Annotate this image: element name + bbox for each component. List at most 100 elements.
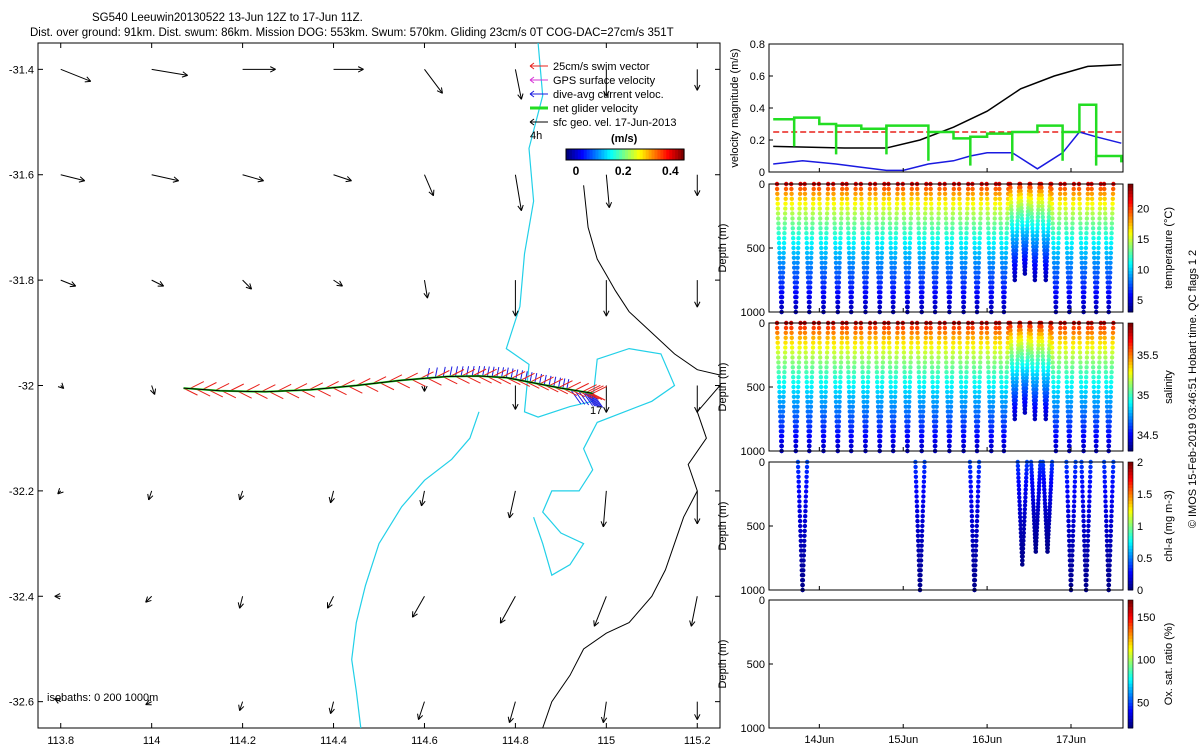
profile-chla — [1028, 459, 1043, 554]
profile-point — [779, 443, 784, 449]
profile-temperature — [789, 181, 803, 315]
section-colorbar-cell — [1128, 468, 1133, 473]
profile-point — [970, 340, 976, 345]
profile-point — [933, 285, 939, 290]
profile-point — [1003, 250, 1009, 256]
profile-point — [1013, 398, 1018, 403]
profile-point — [840, 325, 845, 331]
profile-point — [1042, 487, 1047, 492]
profile-point — [789, 196, 794, 201]
profile-point — [1050, 345, 1055, 350]
profile-point — [1015, 463, 1021, 469]
sfc-geo-vector — [333, 174, 352, 182]
profile-point — [824, 236, 829, 241]
sfc-geo-vector-head — [517, 204, 524, 212]
profile-point — [1063, 196, 1068, 201]
profile-point — [943, 355, 949, 360]
profile-point — [866, 226, 871, 231]
profile-point — [915, 340, 920, 345]
profile-point — [1096, 375, 1102, 380]
profile-point — [800, 582, 805, 588]
profile-point — [1080, 499, 1086, 504]
footer-note: © IMOS 15-Feb-2019 03:46:51 Hobart time.… — [1187, 250, 1199, 528]
profile-point — [1024, 471, 1029, 476]
profile-point — [1103, 494, 1108, 499]
profile-point — [1065, 250, 1070, 256]
profile-point — [1077, 345, 1083, 350]
profile-point — [934, 399, 940, 404]
profile-point — [1002, 285, 1007, 290]
colorbar-cell — [577, 149, 582, 160]
profile-point — [880, 355, 886, 360]
map-ytick-label: -32.6 — [9, 697, 34, 709]
profile-point — [810, 226, 815, 231]
profile-point — [921, 494, 926, 499]
profile-point — [1071, 518, 1076, 524]
profile-point — [968, 474, 973, 479]
section-colorbar-cell — [1128, 251, 1133, 255]
profile-point — [1018, 518, 1023, 524]
profile-point — [963, 255, 968, 260]
profile-point — [783, 330, 788, 335]
profile-point — [859, 216, 865, 221]
profile-point — [921, 489, 926, 494]
profile-point — [1085, 543, 1090, 548]
profile-point — [1076, 186, 1082, 192]
profile-point — [1103, 226, 1108, 231]
profile-point — [777, 399, 782, 404]
profile-point — [949, 379, 954, 385]
profile-point — [921, 474, 927, 479]
profile-point — [1029, 211, 1034, 216]
profile-point — [947, 295, 953, 300]
profile-point — [985, 206, 990, 211]
profile-point — [971, 360, 976, 365]
dive-avg-vector — [477, 365, 481, 377]
profile-point — [802, 543, 807, 548]
profile-point — [1110, 335, 1116, 340]
profile-point — [1035, 518, 1040, 523]
profile-point — [789, 325, 794, 331]
velocity-ytick-label: 0.6 — [750, 71, 765, 83]
swim-vector — [443, 376, 458, 385]
isobath-lines — [351, 42, 676, 729]
profile-point — [817, 330, 822, 335]
profile-point — [881, 340, 886, 345]
profile-point — [811, 186, 816, 192]
profile-point — [977, 370, 983, 375]
profile-point — [1087, 494, 1092, 499]
profile-point — [853, 191, 858, 196]
profile-point — [944, 379, 950, 385]
profile-point — [832, 365, 837, 370]
profile-point — [1008, 335, 1014, 340]
profile-point — [1039, 192, 1044, 198]
legend-entry-dive-avg: dive-avg current veloc. — [529, 89, 664, 101]
legend-gps-label: GPS surface velocity — [553, 75, 656, 87]
profile-point — [1013, 405, 1018, 411]
profile-point — [971, 350, 976, 355]
profile-point — [833, 389, 838, 395]
profile-point — [920, 424, 925, 429]
profile-point — [1083, 255, 1088, 260]
profile-point — [1070, 211, 1076, 216]
map-xtick-label: 115.2 — [684, 735, 711, 747]
profile-point — [1108, 548, 1113, 553]
profile-point — [1030, 222, 1035, 227]
profile-point — [1046, 525, 1051, 530]
profile-point — [839, 330, 845, 335]
profile-point — [832, 211, 837, 216]
profile-point — [1041, 477, 1047, 482]
profile-point — [780, 270, 786, 275]
profile-point — [797, 499, 802, 504]
profile-point — [1044, 391, 1050, 396]
profile-point — [865, 384, 870, 390]
profile-point — [873, 191, 878, 196]
profile-point — [891, 443, 896, 449]
profile-point — [851, 394, 856, 399]
profile-point — [964, 360, 969, 365]
profile-point — [1091, 240, 1096, 246]
profile-point — [1089, 196, 1095, 201]
profile-point — [1103, 504, 1108, 509]
profile-point — [1057, 350, 1062, 355]
profile-point — [989, 304, 994, 310]
profile-point — [1068, 285, 1073, 290]
